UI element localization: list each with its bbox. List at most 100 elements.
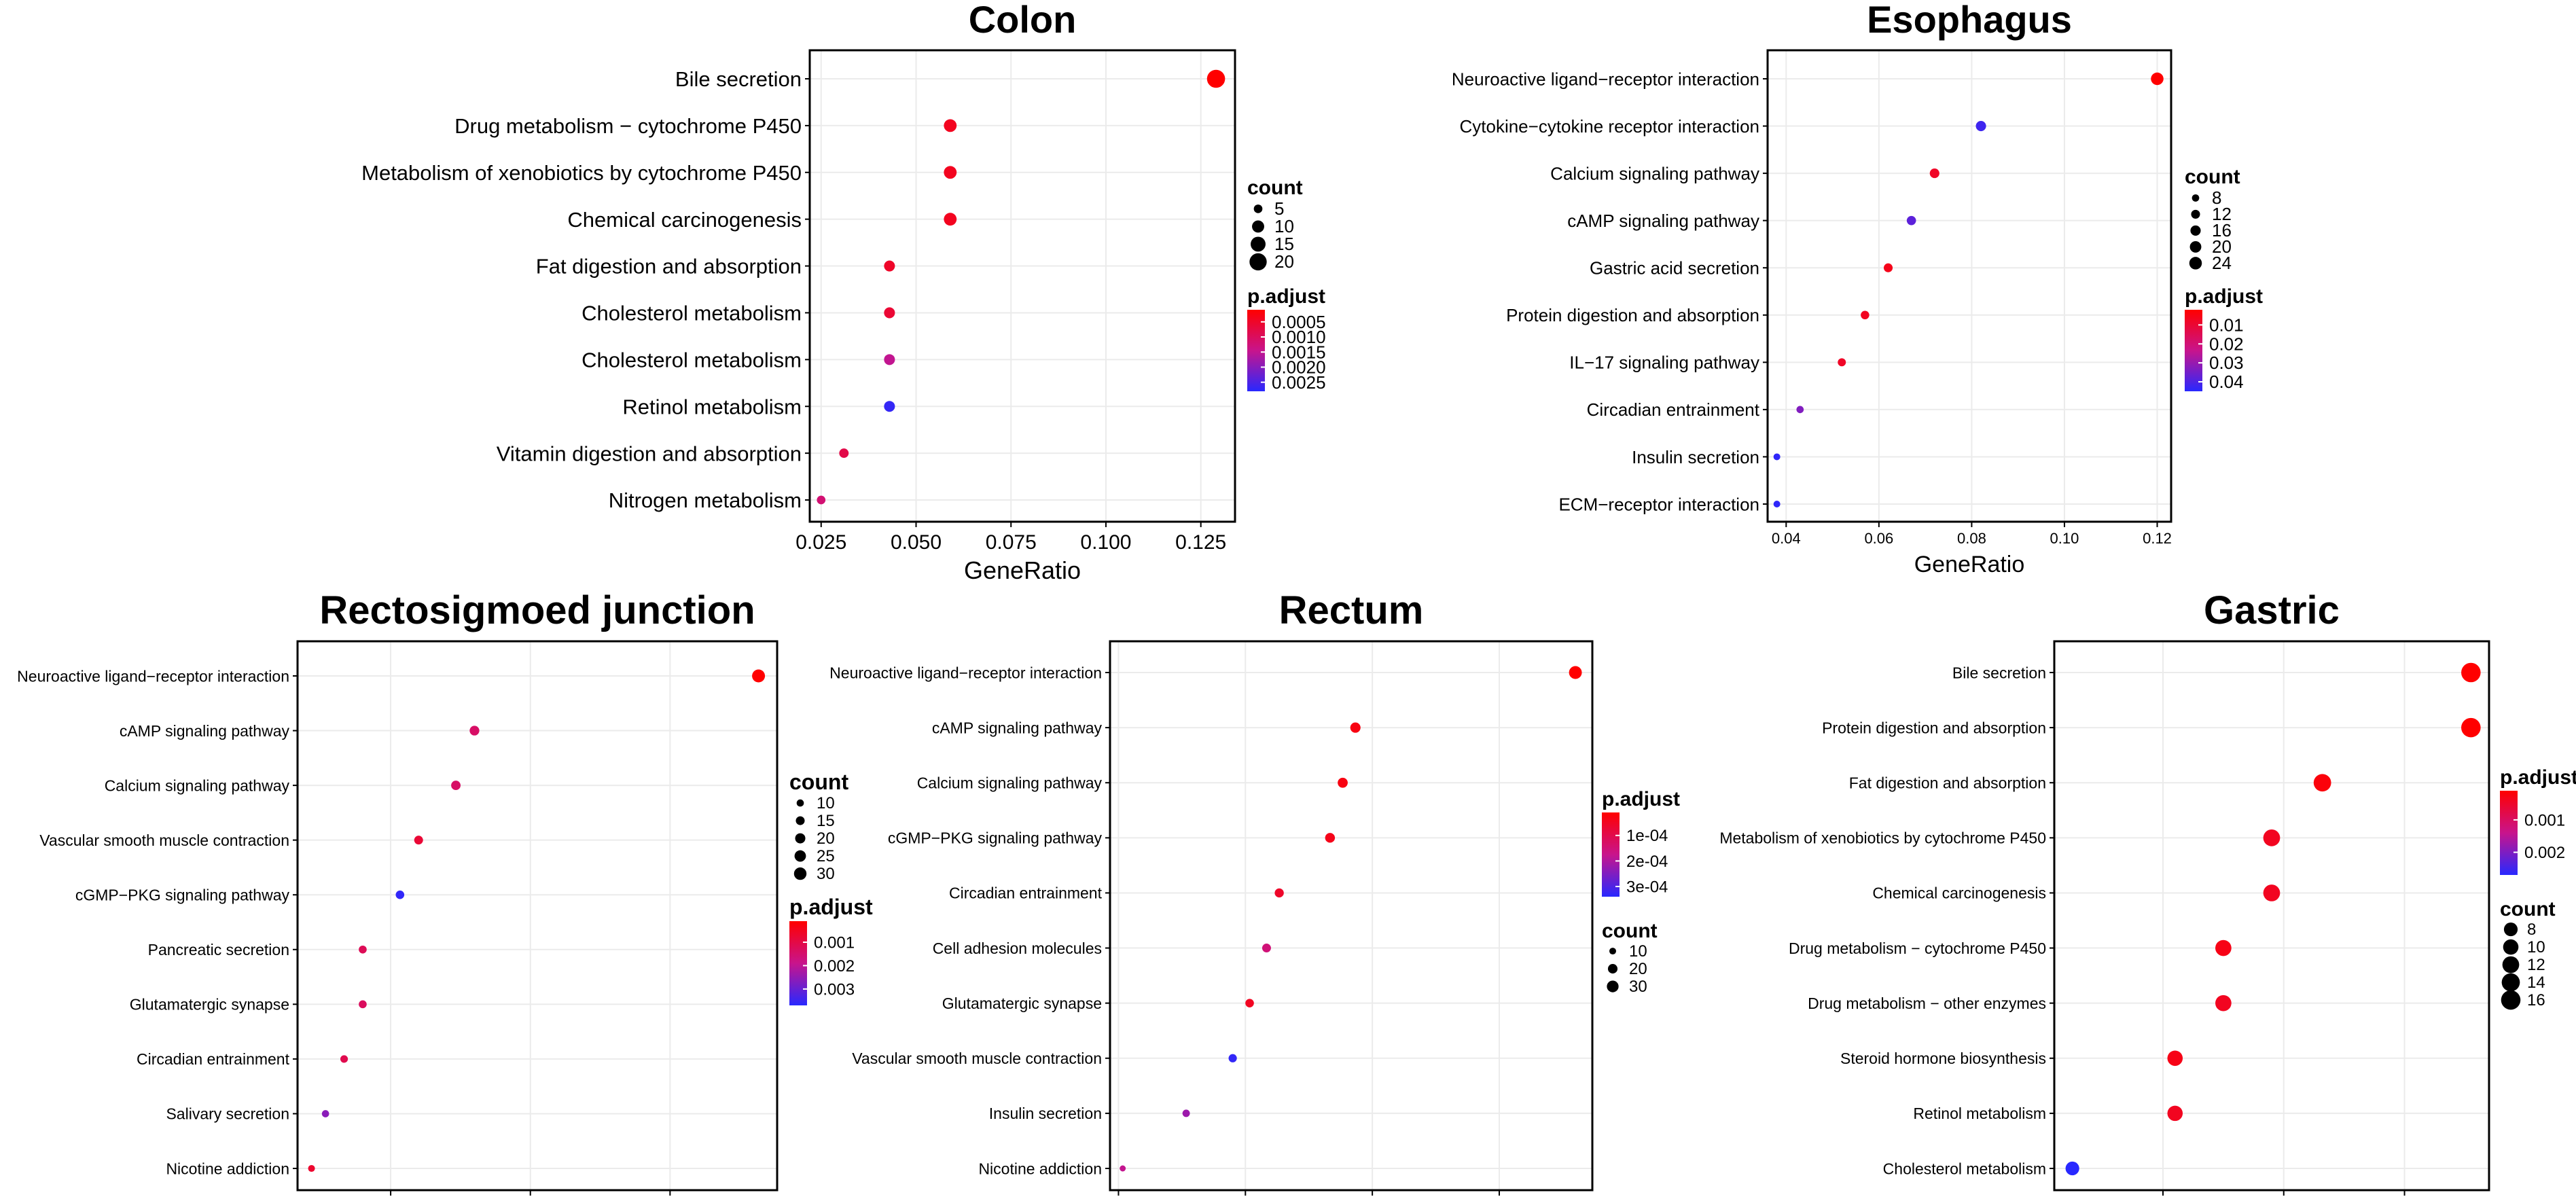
dot-camp-signaling-pathway [469, 726, 480, 736]
y-tick-label: Metabolism of xenobiotics by cytochrome … [361, 161, 802, 185]
chart-title: Esophagus [1867, 0, 2072, 41]
y-tick-label: Nicotine addiction [166, 1160, 289, 1177]
size-legend-dot [1251, 236, 1266, 252]
color-legend-bar [1247, 310, 1265, 391]
y-tick-label: Vascular smooth muscle contraction [39, 831, 289, 849]
color-legend-title: p.adjust [2500, 766, 2576, 789]
chart-title: Rectum [1279, 588, 1424, 632]
size-legend-dot [2189, 257, 2202, 270]
x-tick-label: 0.025 [795, 531, 846, 554]
size-legend-label: 8 [2212, 187, 2221, 208]
y-tick-label: Drug metabolism − other enzymes [1808, 995, 2046, 1012]
color-legend-label: 0.0020 [1272, 357, 1326, 378]
color-legend-title: p.adjust [1602, 788, 1680, 810]
y-tick-label: cGMP−PKG signaling pathway [888, 829, 1103, 847]
gridlines [1768, 50, 2171, 522]
y-tick-label: Insulin secretion [989, 1105, 1102, 1122]
dot-protein-digestion-and-absorption [2461, 717, 2481, 738]
color-legend-title: p.adjust [789, 895, 873, 919]
dot-cell-adhesion-molecules [1262, 944, 1271, 953]
chart-title: Gastric [2204, 588, 2340, 632]
size-legend-title: count [2500, 898, 2556, 920]
dot-neuroactive-ligand-receptor-interaction [2151, 72, 2164, 86]
color-legend-label: 0.0005 [1272, 312, 1326, 332]
dot-vascular-smooth-muscle-contraction [1228, 1054, 1237, 1062]
dot-calcium-signaling-pathway [1338, 777, 1348, 788]
size-legend-dot [796, 799, 804, 807]
dot-pancreatic-secretion [359, 945, 367, 954]
size-legend-label: 24 [2212, 253, 2232, 273]
y-tick-label: Neuroactive ligand−receptor interaction [1452, 69, 1759, 89]
size-legend-dot [2191, 209, 2200, 219]
y-tick-label: Protein digestion and absorption [1506, 305, 1759, 325]
y-tick-label: Cell adhesion molecules [933, 939, 1102, 957]
size-legend-dot [2503, 939, 2519, 955]
dot-fat-digestion-and-absorption [2313, 774, 2331, 792]
size-legend-label: 14 [2527, 973, 2545, 992]
dot-neuroactive-ligand-receptor-interaction [1569, 666, 1582, 679]
size-legend-label: 25 [817, 847, 835, 865]
size-legend-label: 16 [2212, 220, 2232, 240]
x-axis-title: GeneRatio [1914, 552, 2025, 577]
chart-title: Rectosigmoed junction [319, 588, 755, 632]
y-tick-label: Cholesterol metabolism [582, 348, 802, 372]
size-legend-label: 10 [817, 794, 835, 812]
size-legend-label: 20 [1629, 960, 1647, 978]
size-legend-dot [2190, 225, 2201, 236]
color-legend-label: 0.001 [814, 933, 855, 952]
size-legend-label: 20 [2212, 236, 2232, 257]
size-legend-label: 15 [817, 812, 835, 830]
y-tick-label: Circadian entrainment [1587, 399, 1760, 420]
y-tick-label: Glutamatergic synapse [942, 995, 1102, 1012]
dot-camp-signaling-pathway [1906, 215, 1916, 226]
size-legend-dot [1249, 253, 1267, 271]
dot-nicotine-addiction [1120, 1165, 1126, 1172]
y-tick-label: Salivary secretion [166, 1105, 289, 1123]
size-legend-dot [1607, 964, 1618, 974]
x-tick-label: 0.12 [2143, 530, 2172, 547]
y-tick-label: Drug metabolism − cytochrome P450 [454, 114, 802, 138]
size-legend-label: 8 [2527, 920, 2536, 939]
dot-chemical-carcinogenesis [2263, 884, 2280, 901]
x-tick-label: 0.06 [1864, 530, 1893, 547]
size-legend-title: count [789, 770, 848, 794]
x-tick-label: 0.125 [1175, 531, 1226, 554]
color-legend-bar [2500, 791, 2518, 875]
color-legend-label: 0.04 [2209, 372, 2244, 392]
size-legend-label: 5 [1274, 198, 1284, 219]
y-tick-label: Vascular smooth muscle contraction [852, 1050, 1102, 1067]
size-legend-dot [2502, 956, 2520, 973]
y-tick-label: cAMP signaling pathway [120, 722, 290, 740]
plot-frame [296, 640, 779, 1192]
dot-circadian-entrainment [1796, 406, 1804, 414]
dot-gastric-acid-secretion [1883, 263, 1893, 272]
size-legend-label: 16 [2527, 991, 2545, 1009]
y-tick-label: Retinol metabolism [622, 395, 802, 418]
x-axis-title: GeneRatio [964, 556, 1081, 584]
color-legend-label: 1e-04 [1626, 827, 1668, 845]
size-legend-label: 10 [2527, 938, 2545, 956]
plot-frame [2053, 640, 2490, 1192]
dot-neuroactive-ligand-receptor-interaction [752, 669, 766, 683]
y-tick-label: Cholesterol metabolism [582, 302, 802, 325]
dot-cholesterol-metabolism [884, 307, 895, 319]
plot-frame [1109, 640, 1594, 1192]
dot-ecm-receptor-interaction [1773, 500, 1781, 508]
dot-bile-secretion [2461, 662, 2481, 683]
dot-metabolism-of-xenobiotics-by-cytochrome-p450 [2263, 829, 2280, 846]
y-tick-label: Glutamatergic synapse [130, 996, 289, 1014]
dot-metabolism-of-xenobiotics-by-cytochrome-p450 [944, 166, 957, 179]
dot-circadian-entrainment [1274, 888, 1284, 898]
panel-rectum: Rectum Neuroactive ligand−receptor intera… [829, 588, 1680, 1199]
dot-cgmp-pkg-signaling-pathway [1325, 833, 1336, 843]
gridlines [298, 641, 777, 1190]
y-tick-label: Neuroactive ligand−receptor interaction [17, 667, 289, 685]
color-legend-bar [789, 921, 807, 1005]
y-tick-label: Nitrogen metabolism [609, 488, 802, 512]
dot-drug-metabolism-cytochrome-p450 [944, 119, 957, 132]
y-tick-label: Fat digestion and absorption [1849, 774, 2046, 792]
dot-glutamatergic-synapse [1245, 999, 1254, 1007]
